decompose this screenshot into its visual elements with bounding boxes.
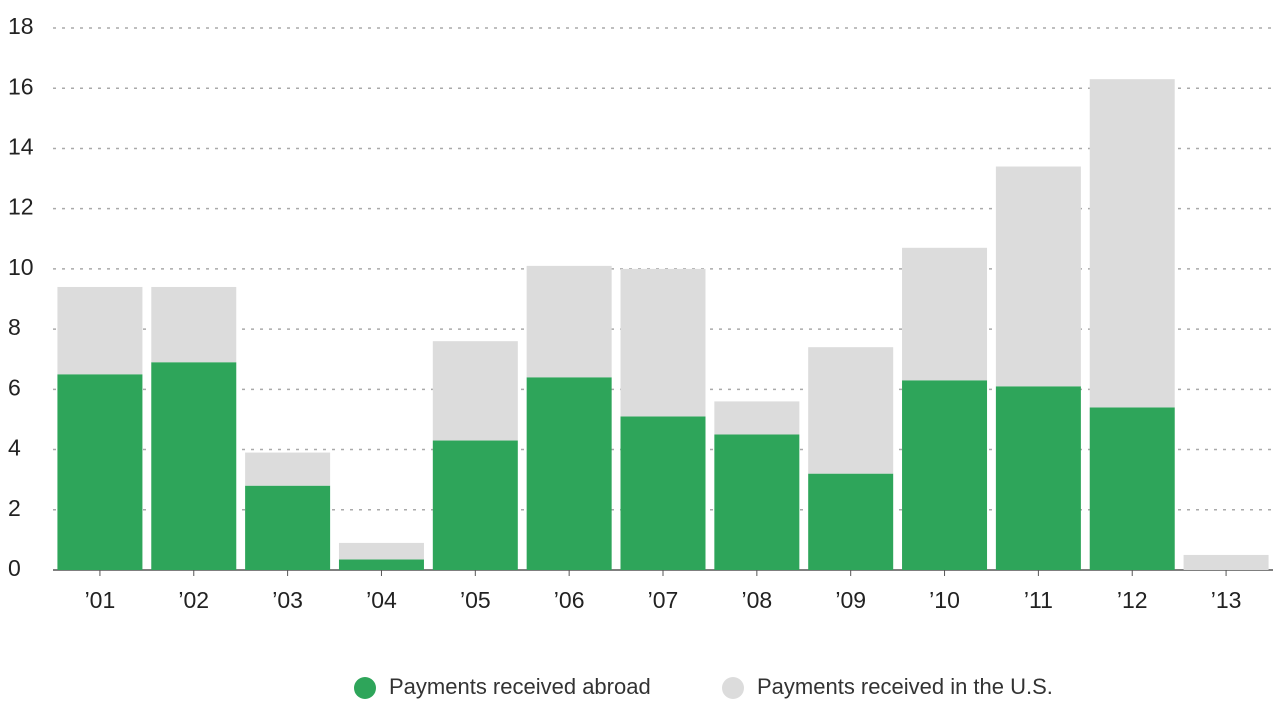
x-tick-label: ’05 <box>460 587 491 613</box>
bar-segment <box>432 341 518 441</box>
y-tick-label: 16 <box>8 73 34 99</box>
bar-segment <box>1183 554 1269 570</box>
x-tick-label: ’11 <box>1024 587 1053 613</box>
bar-segment <box>151 362 237 570</box>
bar-segment <box>151 286 237 363</box>
bar-segment <box>432 440 518 570</box>
y-tick-label: 6 <box>8 374 21 400</box>
bar-segment <box>995 166 1081 387</box>
bar-segment <box>620 416 706 570</box>
y-tick-label: 0 <box>8 555 21 581</box>
bar-segment <box>1089 407 1175 570</box>
bar-segment <box>526 377 612 570</box>
bar-segment <box>245 452 331 486</box>
x-tick-label: ’12 <box>1117 587 1148 613</box>
x-tick-label: ’04 <box>366 587 397 613</box>
bar-segment <box>714 401 800 435</box>
x-tick-label: ’01 <box>85 587 116 613</box>
bar-segment <box>995 386 1081 570</box>
y-tick-label: 18 <box>8 13 34 39</box>
legend-swatch <box>722 677 744 699</box>
bar-segment <box>338 542 424 560</box>
x-tick-label: ’06 <box>554 587 585 613</box>
x-tick-label: ’10 <box>929 587 960 613</box>
legend-label: Payments received in the U.S. <box>757 674 1053 699</box>
y-tick-label: 12 <box>8 194 34 220</box>
bar-segment <box>808 473 894 570</box>
bar-segment <box>57 374 143 570</box>
y-tick-label: 8 <box>8 314 21 340</box>
legend-label: Payments received abroad <box>389 674 651 699</box>
x-tick-label: ’13 <box>1211 587 1242 613</box>
x-tick-label: ’07 <box>648 587 679 613</box>
bar-segment <box>338 559 424 570</box>
y-tick-label: 2 <box>8 495 21 521</box>
bar-segment <box>714 434 800 570</box>
bar-segment <box>902 380 988 570</box>
bar-segment <box>808 347 894 474</box>
bar-segment <box>526 265 612 378</box>
x-tick-label: ’09 <box>835 587 866 613</box>
y-tick-label: 10 <box>8 254 34 280</box>
x-tick-label: ’08 <box>741 587 772 613</box>
legend-swatch <box>354 677 376 699</box>
x-tick-label: ’02 <box>178 587 209 613</box>
bar-segment <box>245 485 331 570</box>
bar-segment <box>1089 79 1175 408</box>
bar-segment <box>902 247 988 381</box>
y-tick-label: 4 <box>8 435 21 461</box>
x-tick-label: ’03 <box>272 587 303 613</box>
bar-segment <box>57 286 143 375</box>
bar-segment <box>620 268 706 417</box>
y-tick-label: 14 <box>8 134 34 160</box>
